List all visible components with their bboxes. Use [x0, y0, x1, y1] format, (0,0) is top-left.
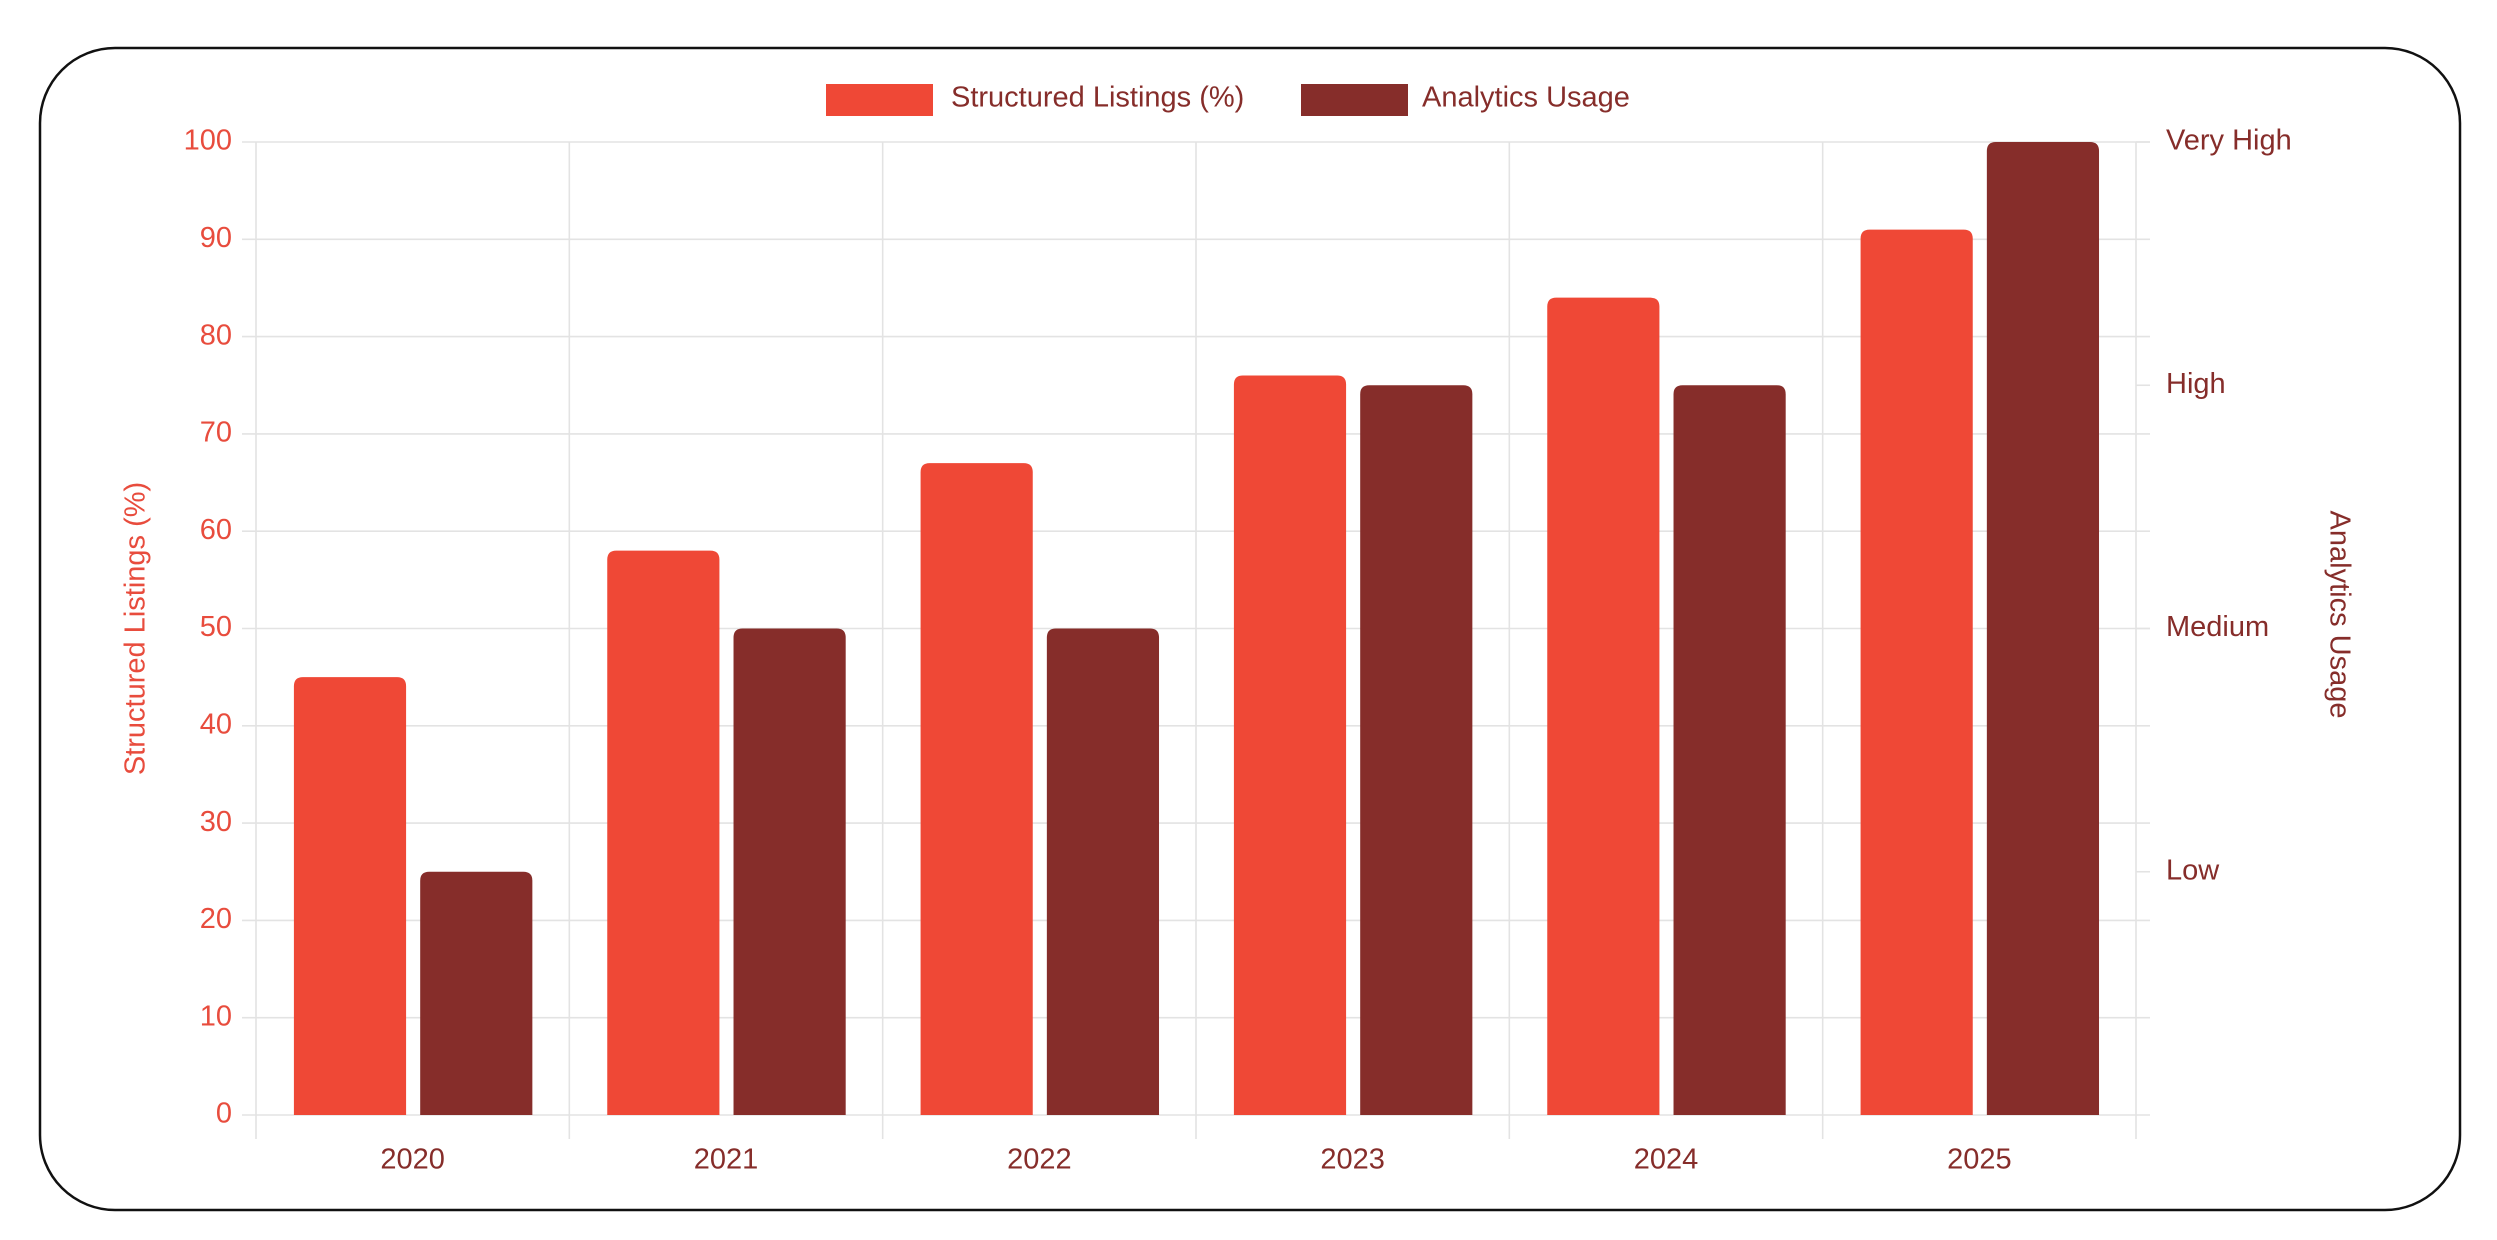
x-tick-label: 2023 [1320, 1144, 1385, 1176]
y-tick-label: 30 [200, 806, 232, 838]
bar [1986, 142, 2100, 1115]
y-tick-label: 40 [200, 708, 232, 740]
bar [1860, 229, 1973, 1115]
bar [1360, 385, 1473, 1115]
y-tick-label: 20 [200, 903, 232, 935]
bar [1046, 628, 1160, 1115]
x-tick-label: 2021 [694, 1144, 759, 1176]
legend-swatch [826, 84, 933, 116]
y2-tick-label: Medium [2166, 611, 2269, 643]
bar [1233, 375, 1347, 1115]
y2-tick-label: Low [2166, 854, 2220, 886]
y2-axis-label: Analytics Usage [2323, 511, 2355, 719]
y-tick-label: 80 [200, 319, 232, 351]
x-tick-label: 2025 [1947, 1144, 2012, 1176]
y-tick-label: 70 [200, 417, 232, 449]
bar [733, 628, 846, 1115]
y-tick-label: 100 [184, 125, 232, 157]
bar [1673, 385, 1786, 1115]
y-tick-label: 0 [216, 1098, 232, 1130]
bar [607, 550, 720, 1115]
legend-swatch [1301, 84, 1408, 116]
x-tick-label: 2022 [1007, 1144, 1072, 1176]
x-tick-label: 2024 [1634, 1144, 1699, 1176]
bar [920, 463, 1033, 1116]
y-tick-label: 90 [200, 222, 232, 254]
legend-label: Analytics Usage [1422, 82, 1630, 114]
y2-tick-label: High [2166, 368, 2226, 400]
bar [293, 677, 407, 1115]
y-tick-label: 10 [200, 1000, 232, 1032]
y2-tick-label: Very High [2166, 125, 2292, 157]
bar [420, 871, 533, 1115]
y-tick-label: 50 [200, 611, 232, 643]
bar [1547, 297, 1660, 1115]
y-tick-label: 60 [200, 514, 232, 546]
x-tick-label: 2020 [380, 1144, 445, 1176]
legend-label: Structured Listings (%) [951, 82, 1244, 114]
y-axis-label: Structured Listings (%) [120, 482, 152, 775]
